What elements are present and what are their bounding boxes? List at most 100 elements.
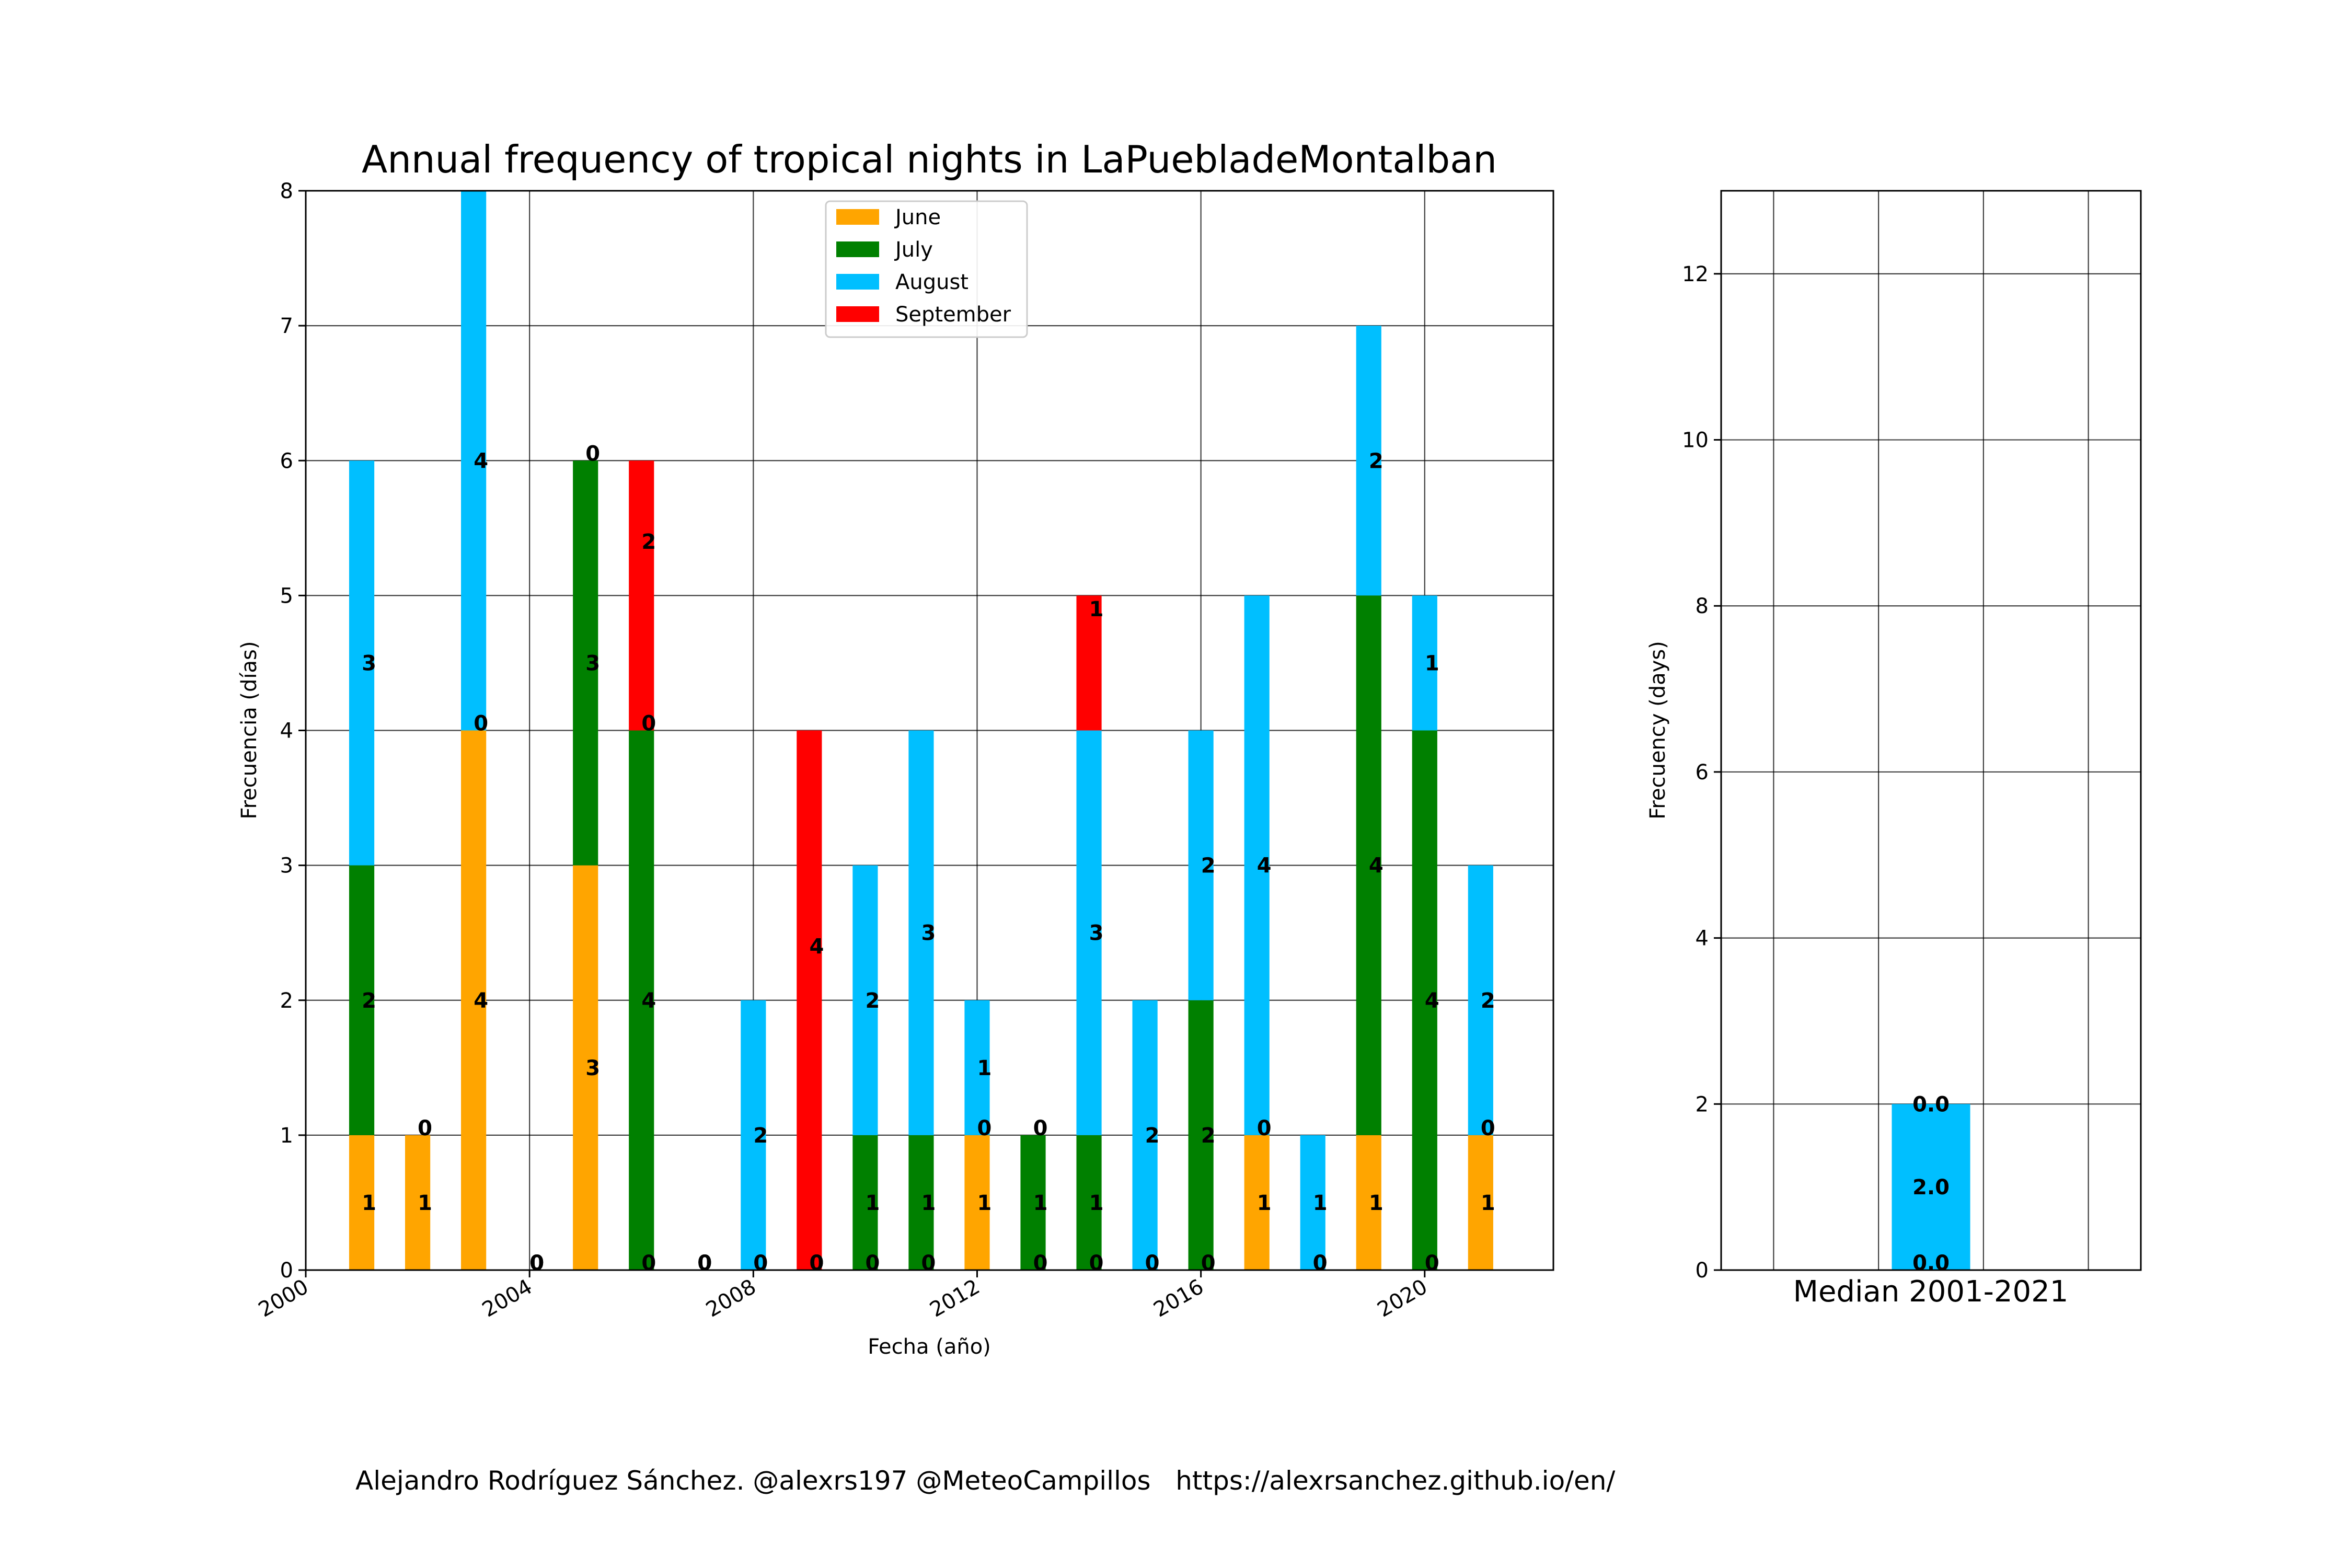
- bar-september-2006: [629, 460, 654, 731]
- legend-box: [825, 200, 1028, 338]
- legend-swatch-june: [836, 209, 879, 225]
- median-y-tick-label: 10: [1682, 429, 1709, 453]
- label-june-2014: 0: [1089, 1251, 1104, 1275]
- label-july-2019: 4: [1369, 854, 1383, 878]
- bar-june-2001: [349, 1135, 375, 1270]
- bar-august-2018: [1300, 1135, 1325, 1270]
- bar-july-2005: [573, 460, 598, 866]
- label-july-2007: 0: [697, 1251, 712, 1275]
- bar-august-2016: [1188, 730, 1214, 1000]
- median-bar-august: [1892, 1104, 1970, 1270]
- legend-swatch-september: [836, 306, 879, 322]
- label-july-2016: 2: [1201, 1124, 1216, 1148]
- legend-label-july: July: [894, 238, 933, 262]
- label-august-2006: 0: [641, 712, 656, 736]
- bar-august-2003: [461, 191, 487, 731]
- label-june-2017: 1: [1257, 1191, 1272, 1215]
- label-august-2002: 0: [418, 1116, 432, 1140]
- bar-june-2017: [1244, 1135, 1270, 1270]
- bar-july-2006: [629, 730, 654, 1270]
- bar-july-2001: [349, 865, 375, 1135]
- label-august-2008: 2: [753, 1124, 768, 1148]
- bar-august-2020: [1412, 595, 1437, 731]
- bar-august-2015: [1132, 1000, 1158, 1270]
- bar-september-2014: [1076, 595, 1102, 731]
- label-july-2020: 4: [1425, 989, 1439, 1013]
- label-june-2019: 1: [1369, 1191, 1383, 1215]
- label-august-2012: 1: [977, 1056, 992, 1080]
- main-chart-title: Annual frequency of tropical nights in L…: [362, 137, 1497, 181]
- footer-credit: Alejandro Rodríguez Sánchez. @alexrs197 …: [355, 1466, 1615, 1496]
- label-june-2007: 0: [697, 1251, 712, 1275]
- legend-swatch-august: [836, 274, 879, 290]
- label-july-2013: 1: [1033, 1191, 1048, 1215]
- label-june-2013: 0: [1033, 1251, 1048, 1275]
- label-june-2009: 0: [809, 1251, 824, 1275]
- label-august-2017: 4: [1257, 854, 1272, 878]
- label-august-2004: 0: [529, 1251, 544, 1275]
- bar-july-2013: [1020, 1135, 1046, 1270]
- median-label-july: 0.0: [1912, 1251, 1950, 1275]
- label-june-2001: 1: [362, 1191, 376, 1215]
- label-june-2012: 1: [977, 1191, 992, 1215]
- label-august-2020: 1: [1425, 651, 1439, 675]
- bar-august-2011: [908, 730, 934, 1135]
- label-august-2007: 0: [697, 1251, 712, 1275]
- median-label-september: 0.0: [1912, 1092, 1950, 1116]
- main-y-tick-label: 1: [280, 1124, 293, 1148]
- main-y-axis: 0 1 2 3 4 5 6 7 8: [280, 179, 306, 1283]
- main-data-labels: 1 2 3 1 0 0 4 0 4 0 0 0 3 3 0 0 4 0 2 0 0 0 0 0 2 0 0 0 4 0 1 2 0 1 3 1 0 1 0 1…: [362, 442, 1495, 1275]
- bar-august-2017: [1244, 595, 1270, 1135]
- bar-august-2010: [852, 865, 878, 1135]
- label-august-2009: 0: [809, 1251, 824, 1275]
- legend-label-august: August: [895, 270, 969, 294]
- main-x-axis-label: Fecha (año): [868, 1335, 991, 1359]
- legend-swatch-july: [836, 241, 879, 257]
- label-june-2006: 0: [641, 1251, 656, 1275]
- label-july-2002: 0: [418, 1116, 432, 1140]
- label-july-2018: 0: [1313, 1251, 1328, 1275]
- median-y-axis: 0 2 4 6 8 10 12: [1682, 262, 1721, 1283]
- main-y-tick-label: 5: [280, 584, 293, 608]
- label-july-2017: 0: [1257, 1116, 1272, 1140]
- label-july-2004: 0: [529, 1251, 544, 1275]
- label-july-2001: 2: [362, 989, 376, 1013]
- bar-august-2012: [964, 1000, 990, 1135]
- label-august-2015: 2: [1145, 1124, 1160, 1148]
- label-august-2001: 3: [362, 651, 376, 675]
- bar-june-2021: [1468, 1135, 1493, 1270]
- label-august-2018: 1: [1313, 1191, 1328, 1215]
- median-y-axis-label: Frecuency (days): [1646, 641, 1670, 820]
- bar-july-2014: [1076, 1135, 1102, 1270]
- label-july-2005: 3: [585, 651, 600, 675]
- bar-july-2011: [908, 1135, 934, 1270]
- median-y-tick-label: 6: [1696, 760, 1709, 785]
- label-july-2011: 1: [921, 1191, 936, 1215]
- label-june-2005: 3: [585, 1056, 600, 1080]
- main-bars: [349, 191, 1493, 1270]
- label-june-2003: 4: [474, 989, 488, 1013]
- median-category-label: Median 2001-2021: [1793, 1275, 2069, 1309]
- label-august-2003: 4: [474, 449, 488, 473]
- label-july-2014: 1: [1089, 1191, 1104, 1215]
- median-plot-frame: [1720, 190, 2142, 1271]
- main-y-tick-label: 3: [280, 854, 293, 878]
- median-y-tick-label: 0: [1696, 1259, 1709, 1283]
- median-bars: [1892, 1104, 1970, 1270]
- main-y-tick-label: 4: [280, 719, 293, 743]
- label-july-2015: 0: [1145, 1251, 1160, 1275]
- label-july-2010: 1: [865, 1191, 880, 1215]
- bar-august-2001: [349, 460, 375, 866]
- label-august-2010: 2: [865, 989, 880, 1013]
- label-july-2012: 0: [977, 1116, 992, 1140]
- legend: June July August September: [825, 200, 1028, 338]
- label-june-2004: 0: [529, 1251, 544, 1275]
- legend-label-september: September: [895, 303, 1011, 327]
- label-july-2006: 4: [641, 989, 656, 1013]
- label-september-2006: 2: [641, 530, 656, 554]
- label-june-2011: 0: [921, 1251, 936, 1275]
- bar-august-2008: [741, 1000, 766, 1270]
